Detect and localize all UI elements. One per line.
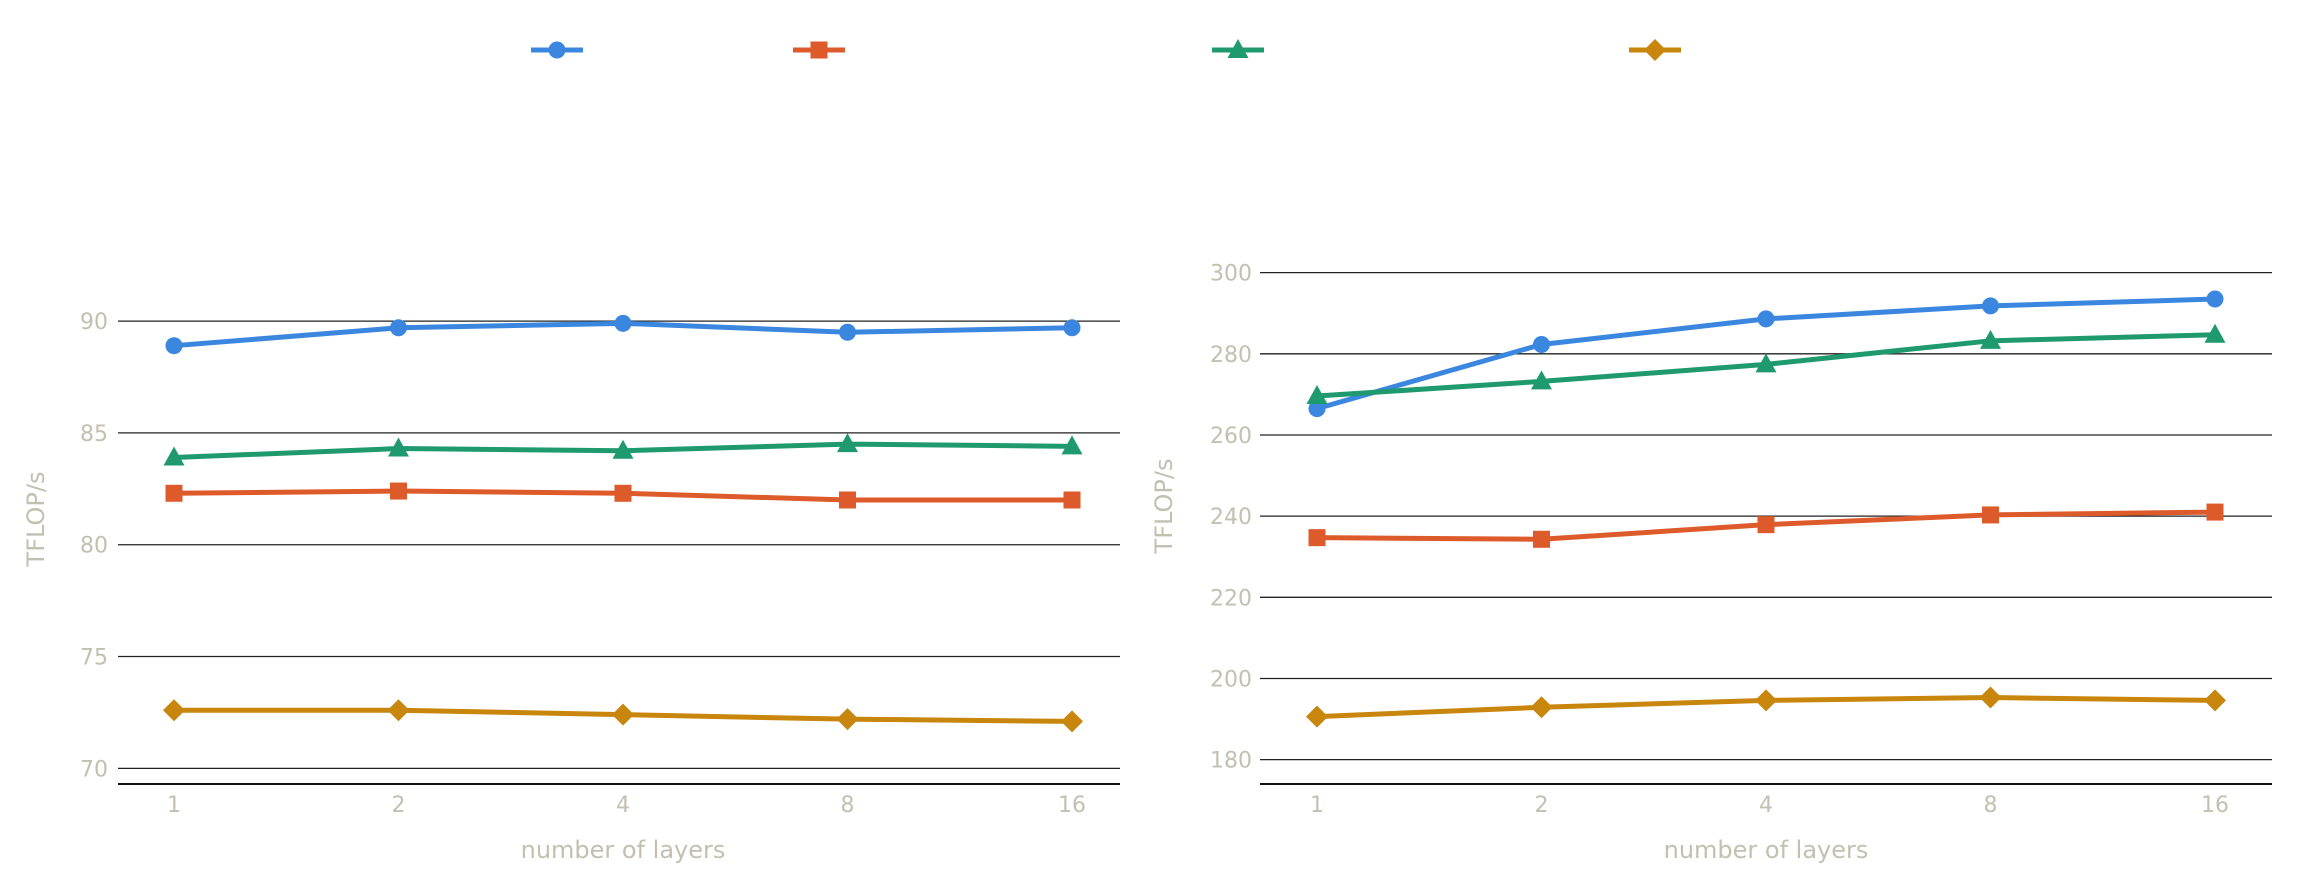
data-point	[1063, 491, 1081, 509]
x-tick-label: 16	[2201, 793, 2229, 818]
legend-marker-circle	[548, 41, 566, 59]
data-point	[1757, 310, 1775, 328]
data-point	[1308, 529, 1326, 547]
x-tick-label: 4	[616, 793, 630, 818]
x-axis-label: number of layers	[1664, 836, 1869, 864]
data-point	[1755, 353, 1777, 373]
data-point	[1306, 705, 1328, 728]
data-point	[165, 337, 183, 355]
series-square	[165, 482, 1081, 509]
legend-item-square	[793, 41, 845, 59]
y-tick-label: 80	[80, 534, 108, 559]
x-tick-label: 2	[392, 793, 406, 818]
series-circle	[1308, 290, 2224, 418]
data-point	[614, 314, 632, 332]
data-point	[2206, 503, 2224, 521]
x-tick-label: 1	[167, 793, 181, 818]
data-point	[1531, 370, 1552, 390]
left-chart-panel: 70 75 80 85 90 1 2 4 8 16 number of layers TFLOP/s	[22, 310, 1120, 864]
y-tick-label: 75	[80, 646, 108, 671]
legend-marker-triangle	[1227, 39, 1249, 58]
x-tick-label: 2	[1535, 793, 1549, 818]
legend-item-triangle	[1212, 39, 1264, 58]
data-point	[165, 484, 183, 502]
data-point	[1533, 335, 1550, 353]
x-tick-label: 8	[841, 793, 855, 818]
right-chart-panel: 180 200 220 240 260 280 300 1 2 4 8 16 number of lay…	[1150, 262, 2272, 864]
data-point	[1982, 297, 1999, 315]
series-circle	[165, 314, 1081, 355]
series-diamond	[163, 699, 1083, 733]
data-point	[2206, 290, 2224, 308]
data-point	[839, 491, 856, 509]
data-point	[163, 699, 185, 722]
y-tick-label: 180	[1210, 749, 1252, 774]
data-point	[612, 439, 634, 459]
data-point	[1061, 435, 1083, 455]
y-tick-label: 220	[1210, 586, 1252, 611]
x-tick-label: 4	[1759, 793, 1773, 818]
series-diamond	[1306, 686, 2226, 728]
data-point	[839, 323, 856, 341]
data-point	[2204, 689, 2226, 712]
data-point	[1306, 385, 1328, 405]
y-axis-label: TFLOP/s	[22, 472, 50, 568]
data-point	[1982, 506, 1999, 524]
legend-item-circle	[531, 41, 583, 59]
y-tick-label: 300	[1210, 262, 1252, 287]
y-tick-label: 90	[80, 310, 108, 335]
data-point	[163, 446, 185, 466]
legend-marker-square	[810, 41, 828, 59]
y-tick-label: 260	[1210, 424, 1252, 449]
y-tick-label: 200	[1210, 667, 1252, 692]
legend	[531, 39, 1681, 61]
data-point	[1061, 710, 1083, 733]
data-point	[390, 482, 407, 500]
data-point	[1980, 329, 2001, 349]
y-tick-label: 280	[1210, 343, 1252, 368]
data-point	[1533, 530, 1550, 548]
x-tick-label: 1	[1310, 793, 1324, 818]
data-point	[612, 703, 634, 726]
data-point	[1063, 319, 1081, 337]
data-point	[614, 484, 632, 502]
data-point	[1757, 516, 1775, 534]
x-axis-label: number of layers	[521, 836, 726, 864]
y-tick-label: 85	[80, 422, 108, 447]
series-square	[1308, 503, 2224, 548]
data-point	[2204, 323, 2226, 343]
series-triangle	[1306, 323, 2226, 405]
data-point	[387, 699, 410, 722]
y-tick-label: 70	[80, 757, 108, 782]
series-triangle	[163, 433, 1083, 466]
data-point	[1530, 696, 1553, 719]
data-point	[1755, 689, 1777, 712]
data-point	[1979, 686, 2002, 709]
y-tick-label: 240	[1210, 505, 1252, 530]
legend-item-diamond	[1629, 39, 1681, 61]
data-point	[390, 319, 407, 337]
data-point	[388, 437, 409, 457]
data-point	[836, 708, 859, 731]
legend-marker-diamond	[1644, 39, 1666, 61]
x-tick-label: 16	[1058, 793, 1086, 818]
y-axis-label: TFLOP/s	[1150, 459, 1178, 555]
x-tick-label: 8	[1984, 793, 1998, 818]
data-point	[837, 433, 858, 453]
data-point	[1308, 400, 1326, 418]
